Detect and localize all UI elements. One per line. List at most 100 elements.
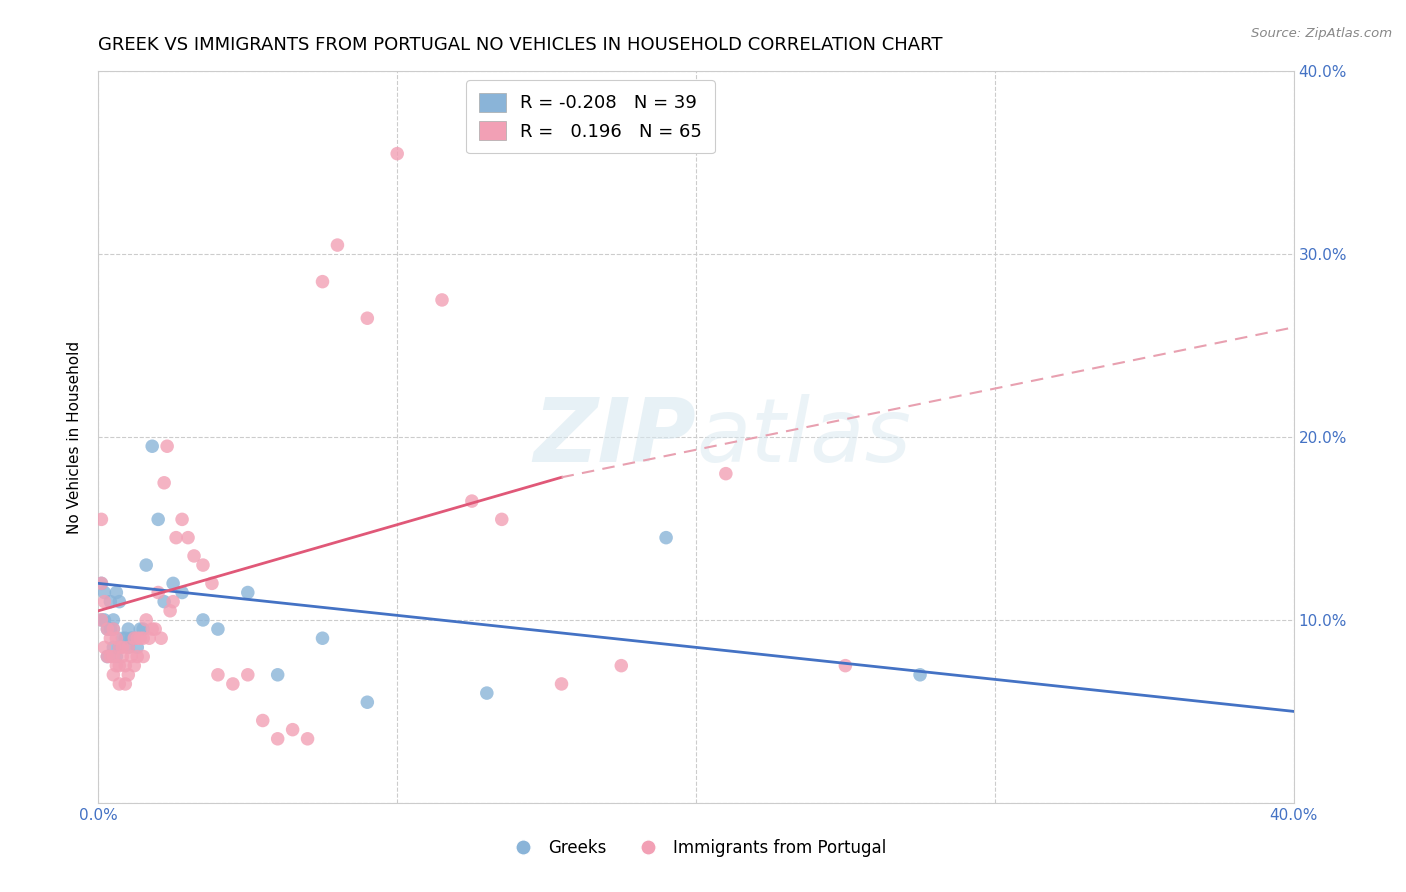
Point (177, 531, 200, 545)
Point (93, 613, 115, 627)
Point (252, 714, 274, 728)
Point (93, 640, 115, 655)
Point (105, 585, 128, 599)
Point (148, 585, 170, 599)
Point (90, 613, 112, 627)
Point (714, 467, 737, 481)
Point (103, 613, 125, 627)
Point (114, 632, 136, 646)
Point (236, 585, 259, 599)
Point (356, 311, 378, 326)
Point (108, 677, 131, 691)
Point (108, 640, 131, 655)
Point (108, 640, 131, 655)
Point (153, 475, 176, 490)
Point (475, 686, 498, 700)
Point (108, 658, 131, 673)
Point (93, 594, 115, 608)
Point (311, 632, 333, 646)
Point (96, 649, 118, 664)
Point (129, 632, 152, 646)
Point (183, 549, 205, 563)
Point (117, 667, 139, 681)
Text: GREEK VS IMMIGRANTS FROM PORTUGAL NO VEHICLES IN HOUSEHOLD CORRELATION CHART: GREEK VS IMMIGRANTS FROM PORTUGAL NO VEH… (98, 36, 943, 54)
Point (105, 658, 128, 673)
Point (120, 632, 142, 646)
Point (135, 613, 157, 627)
Point (117, 640, 139, 655)
Point (222, 677, 245, 691)
Point (132, 649, 155, 664)
Point (90, 512, 112, 526)
Text: ZIP: ZIP (533, 393, 696, 481)
Point (124, 632, 146, 646)
Point (150, 632, 173, 646)
Point (491, 512, 513, 526)
Point (156, 439, 179, 453)
Point (430, 293, 453, 307)
Point (127, 649, 149, 664)
Point (297, 731, 319, 746)
Point (124, 658, 146, 673)
Point (207, 622, 229, 636)
Point (153, 594, 176, 608)
Point (96, 622, 118, 636)
Point (100, 649, 122, 664)
Point (162, 576, 184, 591)
Point (141, 622, 163, 636)
Point (610, 658, 633, 673)
Point (326, 238, 349, 252)
Point (207, 667, 229, 681)
Point (159, 604, 181, 618)
Point (103, 640, 125, 655)
Point (120, 649, 142, 664)
Text: atlas: atlas (696, 394, 911, 480)
Point (201, 576, 224, 591)
Point (127, 640, 149, 655)
Point (165, 531, 187, 545)
Y-axis label: No Vehicles in Household: No Vehicles in Household (67, 341, 83, 533)
Point (103, 649, 125, 664)
Point (100, 622, 122, 636)
Point (105, 649, 128, 664)
Point (90, 613, 112, 627)
Point (108, 594, 131, 608)
Point (103, 622, 125, 636)
Point (90, 576, 112, 591)
Point (132, 622, 155, 636)
Point (655, 531, 678, 545)
Point (267, 731, 290, 746)
Text: Source: ZipAtlas.com: Source: ZipAtlas.com (1251, 27, 1392, 40)
Point (111, 640, 134, 655)
Point (100, 632, 122, 646)
Point (90, 576, 112, 591)
Point (129, 622, 152, 636)
Point (356, 695, 378, 709)
Point (908, 667, 931, 681)
Point (127, 632, 149, 646)
Point (105, 632, 128, 646)
Point (311, 275, 333, 289)
Point (124, 632, 146, 646)
Point (461, 494, 484, 508)
Point (117, 640, 139, 655)
Point (114, 658, 136, 673)
Point (191, 613, 214, 627)
Point (111, 632, 134, 646)
Point (96, 622, 118, 636)
Point (550, 677, 572, 691)
Point (385, 146, 409, 161)
Point (103, 622, 125, 636)
Point (834, 658, 856, 673)
Legend: Greeks, Immigrants from Portugal: Greeks, Immigrants from Portugal (499, 832, 893, 864)
Point (100, 594, 122, 608)
Point (281, 723, 304, 737)
Point (191, 558, 214, 573)
Point (141, 439, 163, 453)
Point (138, 632, 160, 646)
Point (148, 512, 170, 526)
Point (103, 667, 125, 681)
Point (172, 512, 194, 526)
Point (111, 649, 134, 664)
Point (93, 585, 115, 599)
